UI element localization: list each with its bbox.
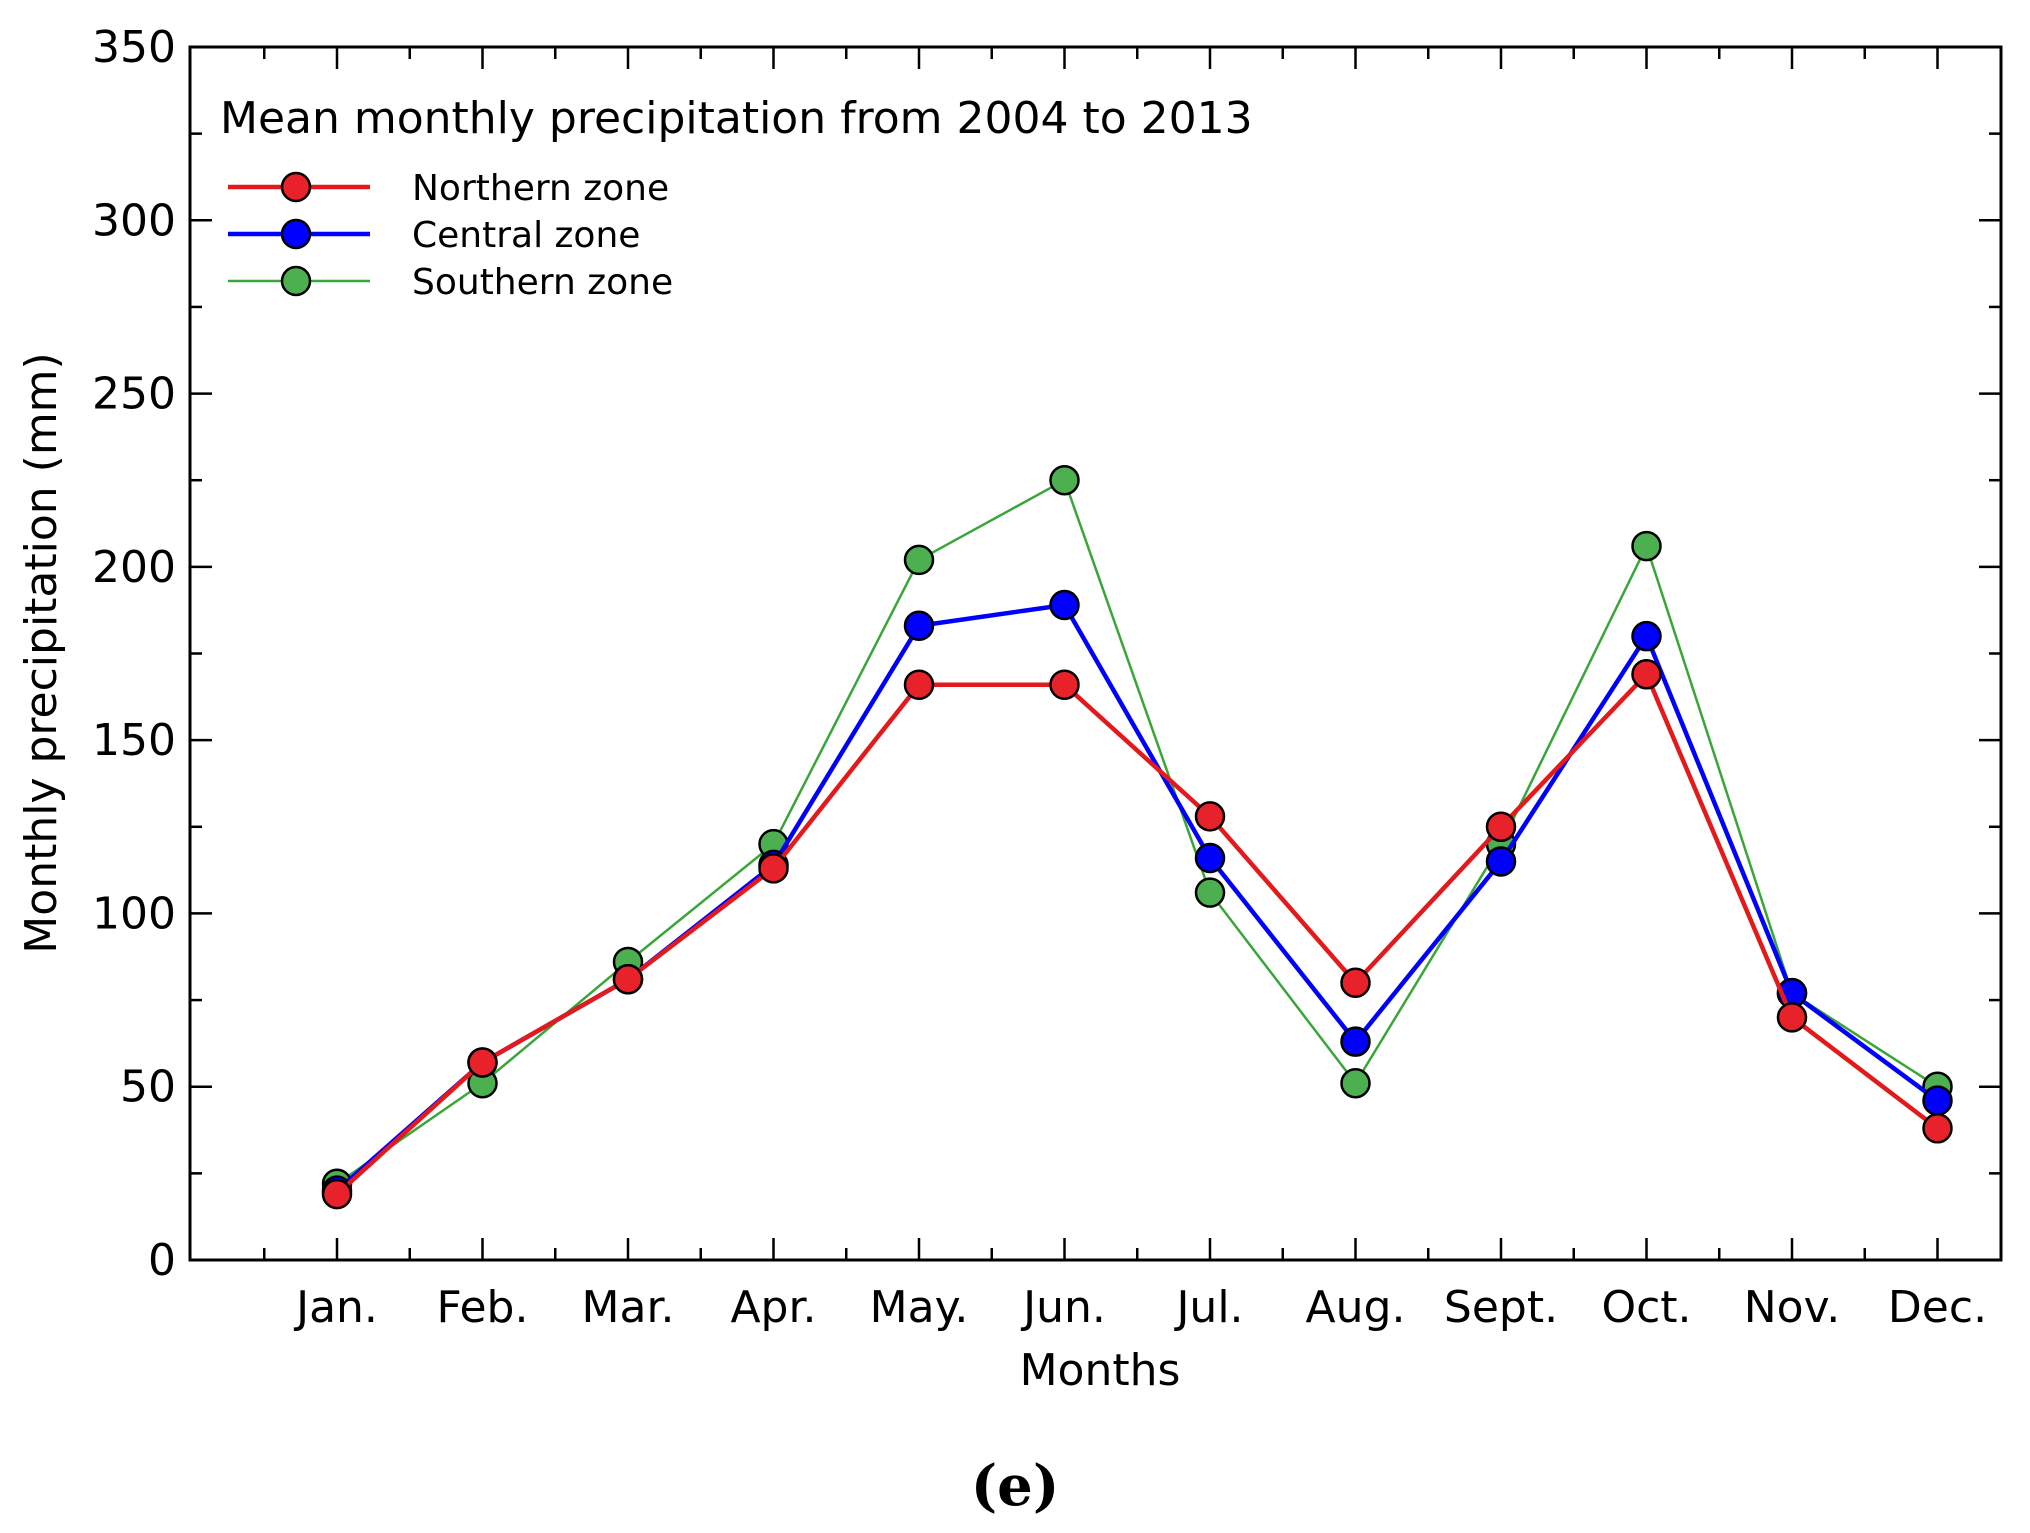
data-point xyxy=(1776,1002,1808,1033)
data-point xyxy=(321,1178,353,1210)
x-tick-label: May. xyxy=(870,1282,969,1333)
data-point xyxy=(1049,589,1080,621)
data-point xyxy=(1049,669,1080,700)
y-tick-label: 200 xyxy=(92,542,176,593)
data-point xyxy=(903,669,935,700)
series-line xyxy=(335,602,1939,1193)
x-tick-label: Sept. xyxy=(1444,1282,1558,1333)
plot-title: Mean monthly precipitation from 2004 to … xyxy=(220,93,1253,144)
legend-label: Southern zone xyxy=(412,262,673,303)
x-tick-label: Jan. xyxy=(293,1282,378,1333)
x-tick-label: Apr. xyxy=(730,1282,816,1333)
data-point xyxy=(1631,659,1662,690)
x-axis-title: Months xyxy=(1020,1345,1181,1396)
data-point xyxy=(467,1047,498,1078)
x-tick-label: Dec. xyxy=(1888,1282,1987,1333)
y-tick-label: 150 xyxy=(92,715,176,766)
legend-label: Northern zone xyxy=(412,168,669,209)
series-line xyxy=(335,672,1939,1196)
data-point xyxy=(1631,530,1662,562)
legend-label: Central zone xyxy=(412,215,640,256)
series-southern-zone xyxy=(321,464,1953,1200)
legend-marker xyxy=(280,171,312,203)
y-tick-label: 250 xyxy=(92,369,176,420)
x-tick-label: Jun. xyxy=(1020,1282,1106,1333)
x-tick-label: Nov. xyxy=(1744,1282,1840,1333)
x-tick-label: Oct. xyxy=(1601,1282,1691,1333)
data-point xyxy=(1631,620,1662,652)
data-point xyxy=(1922,1085,1953,1116)
y-axis-title: Monthly precipitation (mm) xyxy=(16,352,67,953)
data-point xyxy=(1049,464,1080,496)
data-point xyxy=(903,610,935,642)
x-tick-label: Feb. xyxy=(437,1282,529,1333)
data-point xyxy=(1194,801,1226,832)
y-tick-label: 350 xyxy=(92,22,176,73)
data-point xyxy=(1194,842,1226,874)
legend: Northern zone Central zone Southern zone xyxy=(228,168,673,303)
x-tick-label: Aug. xyxy=(1306,1282,1406,1333)
data-point xyxy=(1485,846,1517,877)
legend-item: Southern zone xyxy=(228,262,673,303)
axis-ticks: 0 50 100 150 200 250 300 350 Jan. Feb. Mar. Apr. May… xyxy=(92,22,2001,1333)
legend-marker xyxy=(280,265,312,297)
panel-label: (e) xyxy=(971,1453,1060,1519)
legend-item: Central zone xyxy=(228,215,640,256)
data-point xyxy=(1340,1067,1371,1099)
data-point xyxy=(758,853,789,884)
series-group xyxy=(321,464,1953,1210)
data-point xyxy=(612,964,644,995)
y-tick-label: 0 xyxy=(148,1235,176,1286)
series-northern-zone xyxy=(321,659,1953,1210)
y-tick-label: 300 xyxy=(92,195,176,246)
data-point xyxy=(903,544,935,576)
legend-marker xyxy=(280,218,312,250)
y-tick-label: 100 xyxy=(92,888,176,939)
x-tick-label: Mar. xyxy=(582,1282,675,1333)
x-tick-label: Jul. xyxy=(1173,1282,1243,1333)
data-point xyxy=(1194,877,1226,908)
data-point xyxy=(1485,811,1517,843)
y-tick-label: 50 xyxy=(120,1062,176,1113)
series-line xyxy=(336,478,1939,1185)
data-point xyxy=(1340,1026,1371,1057)
data-point xyxy=(1922,1113,1953,1144)
data-point xyxy=(1340,967,1371,998)
legend-item: Northern zone xyxy=(228,168,669,209)
